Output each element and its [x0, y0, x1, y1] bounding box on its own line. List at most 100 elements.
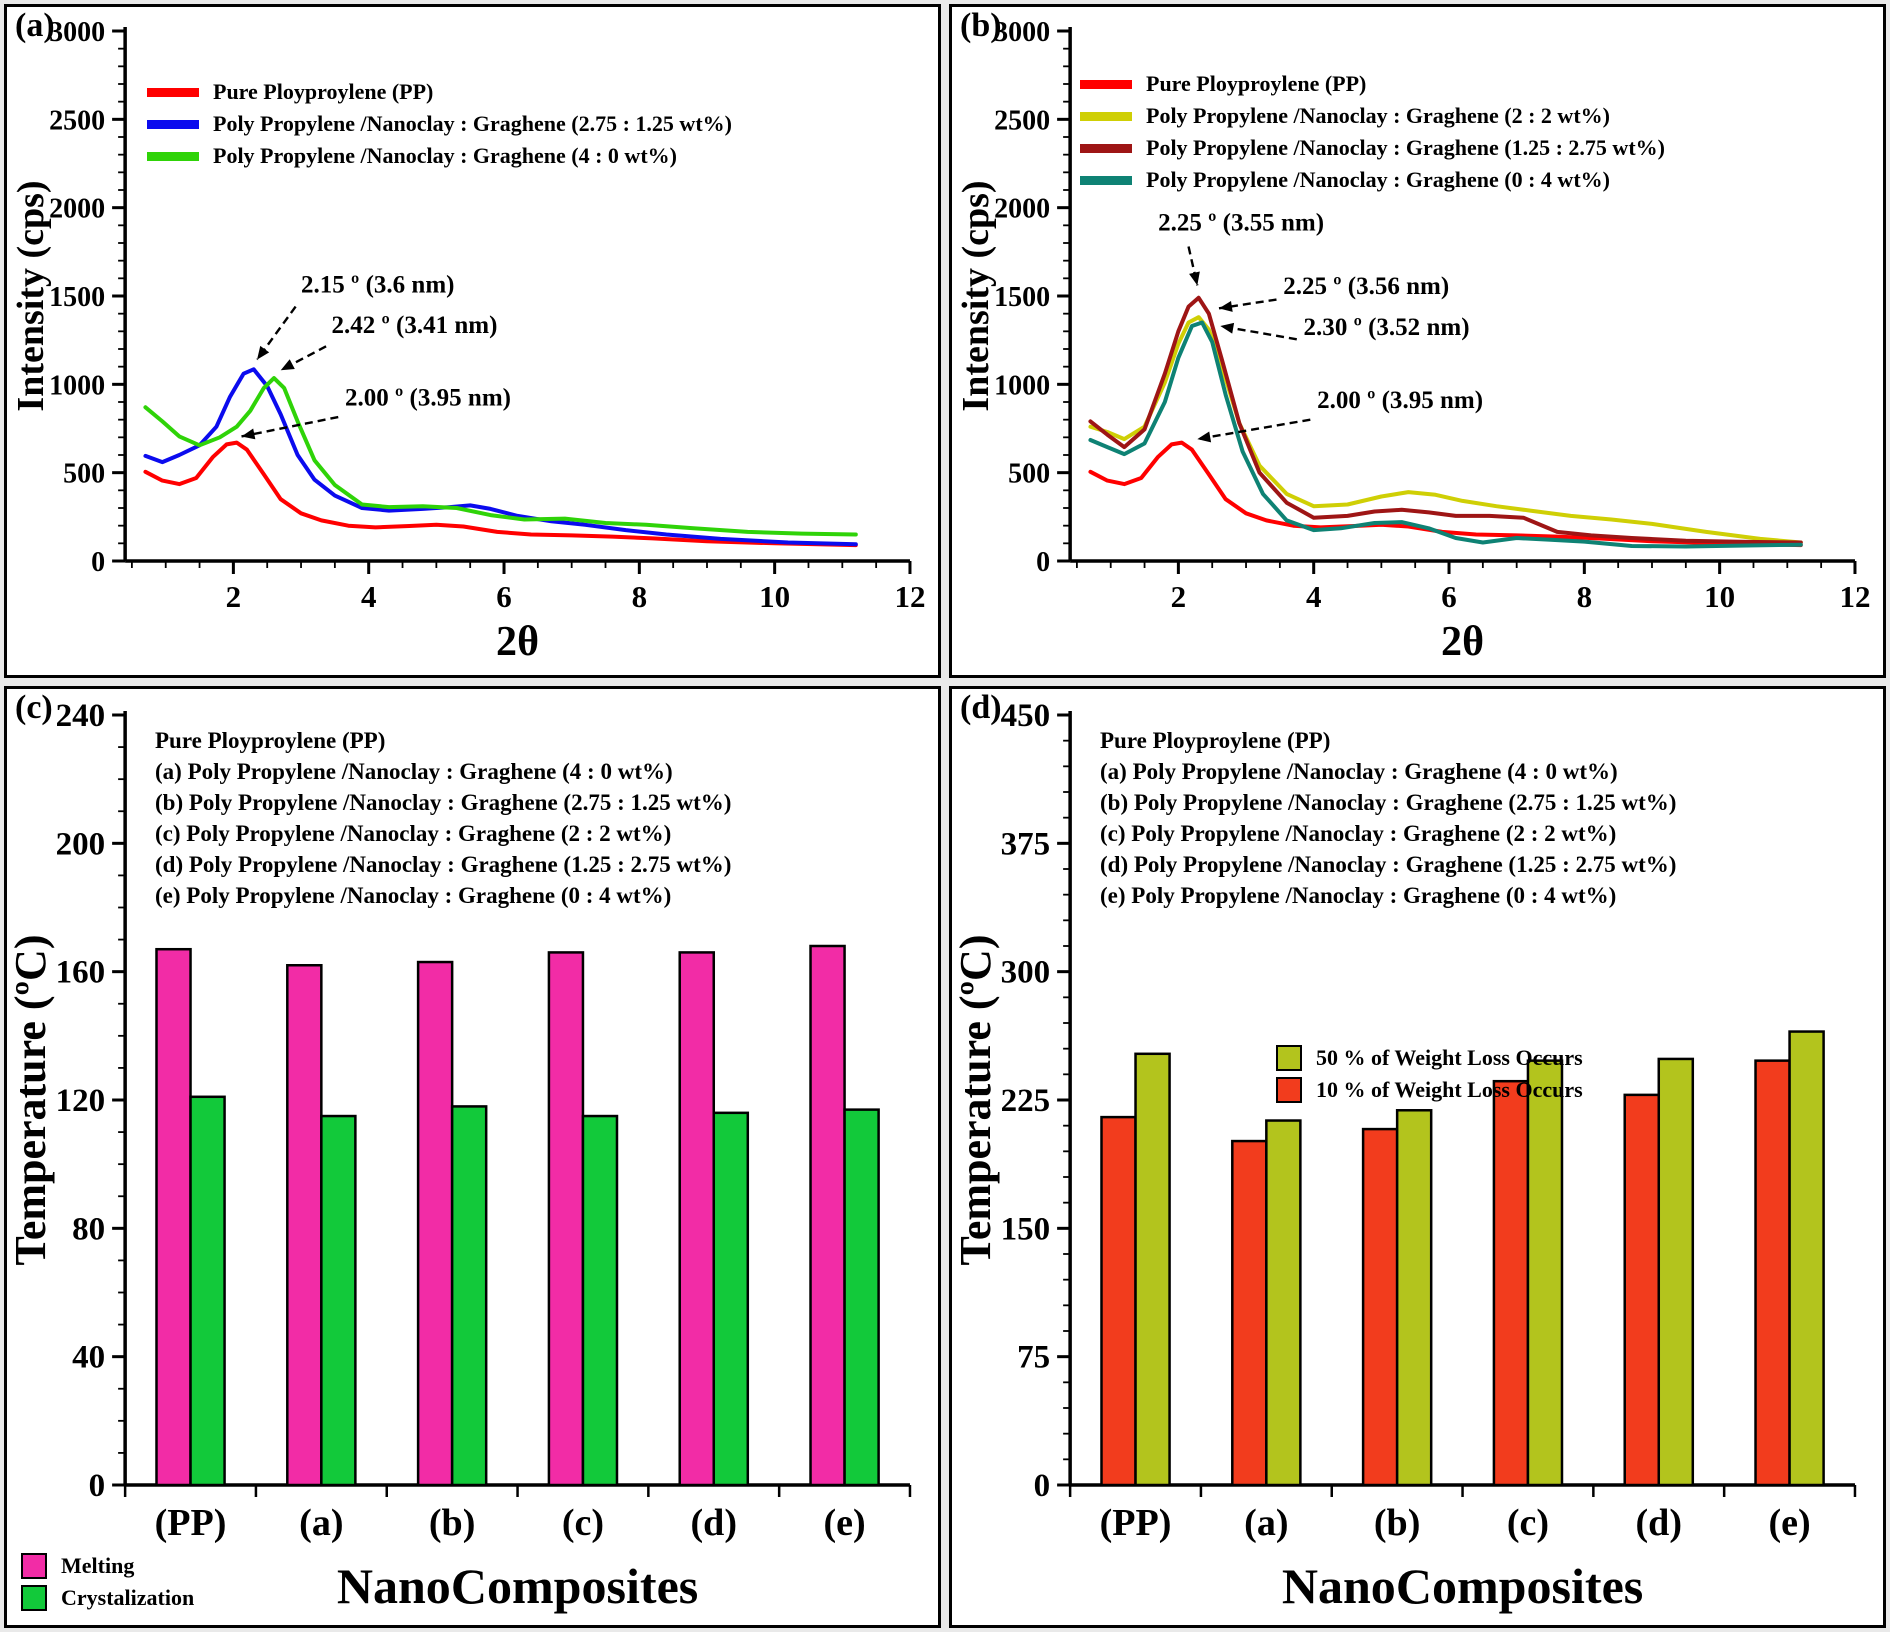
legend-label: Poly Propylene /Nanoclay : Graghene (1.2…	[1146, 135, 1665, 160]
note-line: (b) Poly Propylene /Nanoclay : Graghene …	[1100, 790, 1677, 815]
legend-item: Crystalization	[21, 1585, 194, 1611]
legend-swatch	[1080, 175, 1132, 185]
legend-item: Poly Propylene /Nanoclay : Graghene (2.7…	[147, 111, 732, 137]
svg-text:NanoComposites: NanoComposites	[337, 1558, 698, 1614]
legend-item: Poly Propylene /Nanoclay : Graghene (0 :…	[1080, 167, 1665, 193]
svg-text:(e): (e)	[1768, 1502, 1810, 1544]
notes-d: Pure Ployproylene (PP) (a) Poly Propylene…	[1100, 723, 1676, 914]
panel-a-label: (a)	[15, 7, 55, 44]
svg-text:150: 150	[1001, 1211, 1051, 1247]
svg-text:2.25 º (3.56 nm): 2.25 º (3.56 nm)	[1283, 273, 1449, 300]
panel-b-label: (b)	[960, 7, 1002, 44]
svg-text:2000: 2000	[994, 194, 1050, 225]
svg-text:(b): (b)	[1374, 1502, 1420, 1544]
panel-d-label: (d)	[960, 689, 1002, 726]
panel-b: (b) 0 500 1000 1500 2000 2500 3000 2 4 6 8 10 12 2θ In…	[949, 4, 1886, 678]
panel-c-label: (c)	[15, 689, 53, 726]
svg-text:3000: 3000	[994, 17, 1050, 48]
svg-text:Intensity (cps): Intensity (cps)	[10, 180, 52, 411]
svg-text:4: 4	[361, 579, 377, 614]
xrd-chart-a: 0 500 1000 1500 2000 2500 3000 2 4 6 8 10 12 2θ Intens…	[10, 17, 925, 665]
svg-text:(a): (a)	[1244, 1502, 1288, 1544]
legend-swatch	[1276, 1045, 1302, 1071]
legend-d: 50 % of Weight Loss Occurs 10 % of Weight…	[1276, 1039, 1583, 1109]
note-line: (d) Poly Propylene /Nanoclay : Graghene …	[155, 852, 732, 877]
legend-swatch	[147, 119, 199, 129]
svg-text:500: 500	[1008, 459, 1050, 490]
svg-text:1500: 1500	[49, 282, 105, 313]
svg-text:300: 300	[1001, 955, 1051, 991]
svg-text:0: 0	[91, 547, 105, 578]
svg-text:(a): (a)	[299, 1502, 343, 1544]
legend-label: Pure Ployproylene (PP)	[213, 79, 434, 104]
svg-text:2.00 º (3.95 nm): 2.00 º (3.95 nm)	[1317, 387, 1483, 414]
melting-crystalization-chart: 0 40 80 120 160 200 240 (PP) (a) (b) (c) (d) (e) Nano…	[7, 698, 912, 1614]
svg-text:(d): (d)	[1636, 1502, 1682, 1544]
legend-item: Pure Ployproylene (PP)	[1080, 71, 1665, 97]
svg-text:1000: 1000	[994, 370, 1050, 401]
svg-text:(c): (c)	[1507, 1502, 1549, 1544]
legend-swatch	[1080, 143, 1132, 153]
svg-text:2000: 2000	[49, 194, 105, 225]
svg-text:120: 120	[56, 1083, 106, 1119]
notes-c: Pure Ployproylene (PP) (a) Poly Propylene…	[155, 723, 731, 914]
note-line: (a) Poly Propylene /Nanoclay : Graghene …	[155, 759, 673, 784]
svg-text:2: 2	[1171, 579, 1187, 614]
svg-text:10: 10	[1704, 579, 1735, 614]
svg-text:NanoComposites: NanoComposites	[1282, 1558, 1643, 1614]
svg-text:(d): (d)	[691, 1502, 737, 1544]
legend-b: Pure Ployproylene (PP) Poly Propylene /Na…	[1080, 65, 1665, 199]
svg-text:2.25 º (3.55 nm): 2.25 º (3.55 nm)	[1158, 210, 1324, 237]
note-line: (a) Poly Propylene /Nanoclay : Graghene …	[1100, 759, 1618, 784]
legend-swatch	[1080, 79, 1132, 89]
legend-swatch	[1080, 111, 1132, 121]
svg-text:240: 240	[56, 698, 106, 734]
svg-text:2.42 º (3.41 nm): 2.42 º (3.41 nm)	[331, 312, 497, 339]
svg-text:40: 40	[72, 1340, 105, 1376]
svg-text:225: 225	[1001, 1083, 1051, 1119]
svg-text:3000: 3000	[49, 17, 105, 48]
svg-text:375: 375	[1001, 826, 1051, 862]
xrd-chart-b: 0 500 1000 1500 2000 2500 3000 2 4 6 8 10 12 2θ Intens…	[955, 17, 1870, 665]
legend-item: 50 % of Weight Loss Occurs	[1276, 1045, 1583, 1071]
legend-label: 50 % of Weight Loss Occurs	[1316, 1045, 1583, 1070]
legend-a: Pure Ployproylene (PP) Poly Propylene /Na…	[147, 73, 732, 175]
legend-label: Poly Propylene /Nanoclay : Graghene (0 :…	[1146, 167, 1610, 192]
note-line: (d) Poly Propylene /Nanoclay : Graghene …	[1100, 852, 1677, 877]
legend-item: Poly Propylene /Nanoclay : Graghene (1.2…	[1080, 135, 1665, 161]
legend-label: Melting	[61, 1553, 135, 1578]
legend-swatch	[21, 1585, 47, 1611]
svg-text:12: 12	[1839, 579, 1870, 614]
svg-text:2500: 2500	[994, 105, 1050, 136]
note-line: (c) Poly Propylene /Nanoclay : Graghene …	[155, 821, 672, 846]
note-line: Pure Ployproylene (PP)	[155, 728, 386, 753]
legend-swatch	[147, 87, 199, 97]
legend-label: Pure Ployproylene (PP)	[1146, 71, 1367, 96]
svg-text:(c): (c)	[562, 1502, 604, 1544]
panel-a: (a) 0 500 1000 1500 2000 2500 3000 2 4 6 8 10 12 2θ In…	[4, 4, 941, 678]
svg-text:2500: 2500	[49, 105, 105, 136]
svg-text:2.00 º (3.95 nm): 2.00 º (3.95 nm)	[345, 385, 511, 412]
legend-label: Poly Propylene /Nanoclay : Graghene (2.7…	[213, 111, 732, 136]
panel-d: (d) 0 75 150 225 300 375 450 (PP) (a) (b) (c) (d) (e…	[949, 686, 1886, 1628]
svg-text:450: 450	[1001, 698, 1051, 734]
legend-item: 10 % of Weight Loss Occurs	[1276, 1077, 1583, 1103]
legend-swatch	[1276, 1077, 1302, 1103]
legend-swatch	[147, 151, 199, 161]
svg-text:1000: 1000	[49, 370, 105, 401]
panel-c: (c) 0 40 80 120 160 200 240 (PP) (a) (b) (c) (d) (e)…	[4, 686, 941, 1628]
svg-text:1500: 1500	[994, 282, 1050, 313]
svg-text:0: 0	[1034, 1468, 1051, 1504]
svg-text:75: 75	[1017, 1340, 1050, 1376]
legend-label: Poly Propylene /Nanoclay : Graghene (2 :…	[1146, 103, 1610, 128]
svg-text:Temperature (ºC): Temperature (ºC)	[7, 935, 55, 1266]
weight-loss-chart: 0 75 150 225 300 375 450 (PP) (a) (b) (c) (d) (e) Nan…	[952, 698, 1857, 1614]
svg-text:(PP): (PP)	[155, 1502, 227, 1544]
legend-label: Poly Propylene /Nanoclay : Graghene (4 :…	[213, 143, 677, 168]
svg-text:6: 6	[496, 579, 512, 614]
svg-text:160: 160	[56, 955, 106, 991]
svg-text:8: 8	[1577, 579, 1593, 614]
svg-text:12: 12	[894, 579, 925, 614]
legend-item: Poly Propylene /Nanoclay : Graghene (2 :…	[1080, 103, 1665, 129]
